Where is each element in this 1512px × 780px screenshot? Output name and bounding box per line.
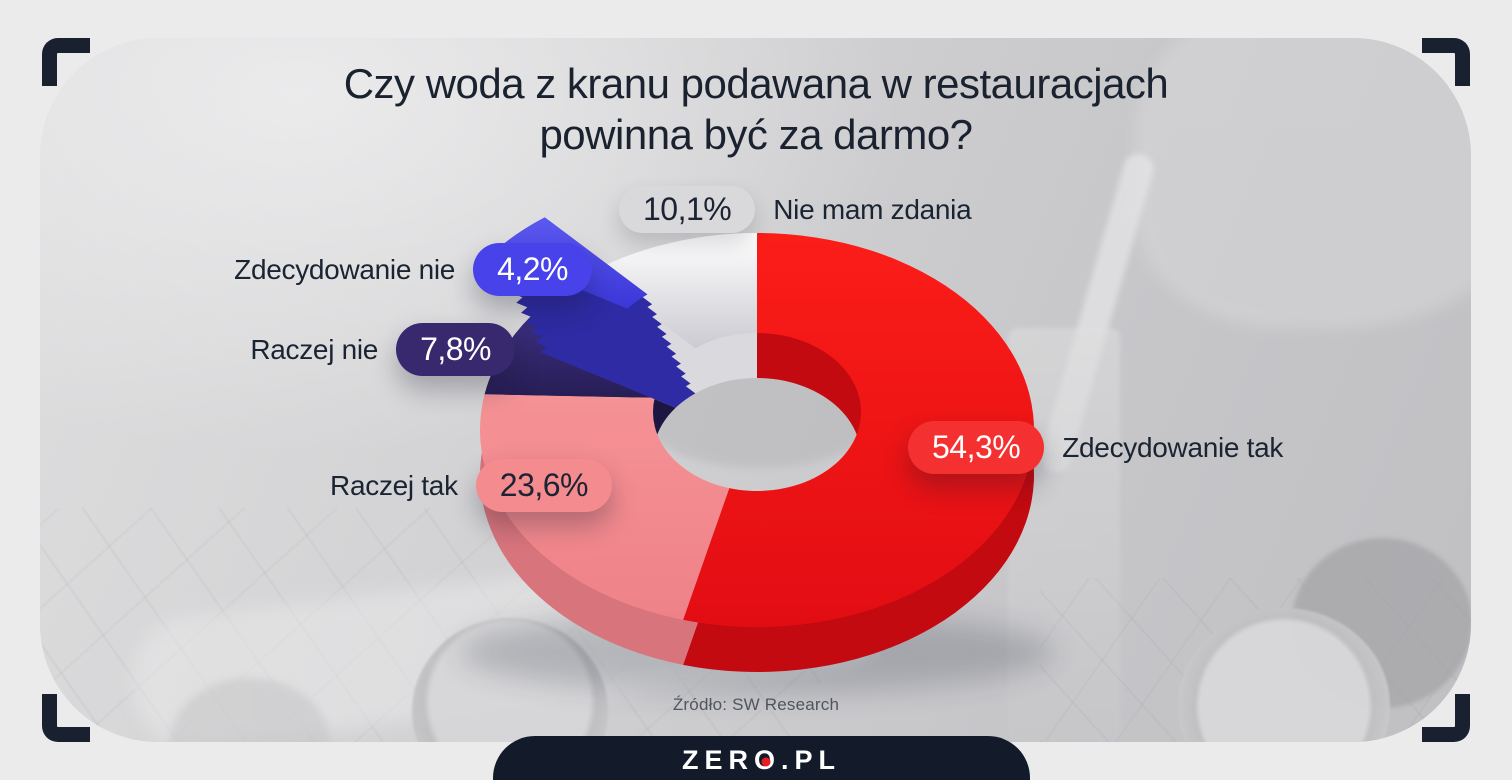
callout-zdecydowanie-tak: 54,3% Zdecydowanie tak [908,421,1283,474]
value-pill-raczej-tak: 23,6% [475,459,612,512]
value-pill-zdecydowanie-nie: 4,2% [473,243,592,296]
background-photo-center-shadow [640,358,880,468]
logo-red-dot-icon [761,757,771,767]
logo-text-prefix: ZER [681,745,754,775]
background-photo-pitcher [1135,38,1471,328]
source-credit: Źródło: SW Research [672,695,840,714]
callout-zdecydowanie-nie: Zdecydowanie nie 4,2% [234,243,592,296]
logo-letter-o: O [754,745,781,776]
value-pill-zdecydowanie-tak: 54,3% [908,421,1045,474]
logo-bar: ZERO.PL [493,736,1030,780]
logo-text-suffix: .PL [781,745,842,775]
corner-bracket-top-left-icon [42,38,90,86]
callout-raczej-nie: Raczej nie 7,8% [250,323,515,376]
value-pill-nie-mam-zdania: 10,1% [619,186,756,233]
corner-bracket-bottom-left-icon [42,694,90,742]
chart-title: Czy woda z kranu podawana w restauracjac… [0,58,1512,160]
slice-label-raczej-tak: Raczej tak [330,469,458,501]
slice-label-nie-mam-zdania: Nie mam zdania [773,193,972,225]
corner-bracket-top-right-icon [1422,38,1470,86]
chart-title-line1: Czy woda z kranu podawana w restauracjac… [343,60,1169,107]
corner-bracket-bottom-right-icon [1422,694,1470,742]
callout-raczej-tak: Raczej tak 23,6% [330,459,612,512]
value-pill-raczej-nie: 7,8% [396,323,515,376]
slice-label-zdecydowanie-tak: Zdecydowanie tak [1062,431,1284,463]
zero-pl-logo: ZERO.PL [682,745,841,776]
slice-label-zdecydowanie-nie: Zdecydowanie nie [234,253,456,285]
chart-title-line2: powinna być za darmo? [539,111,973,158]
slice-label-raczej-nie: Raczej nie [250,333,379,365]
callout-nie-mam-zdania: 10,1% Nie mam zdania [619,186,972,233]
